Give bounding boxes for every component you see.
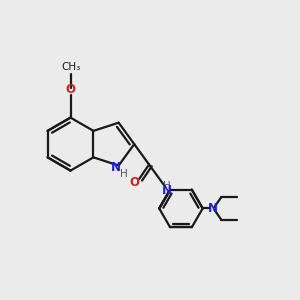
Text: O: O <box>129 176 139 189</box>
Text: N: N <box>162 184 172 197</box>
Text: N: N <box>207 202 218 215</box>
Text: H: H <box>120 169 128 179</box>
Text: H: H <box>163 181 171 190</box>
Text: CH₃: CH₃ <box>61 62 80 72</box>
Text: O: O <box>65 83 76 96</box>
Text: N: N <box>111 161 121 174</box>
